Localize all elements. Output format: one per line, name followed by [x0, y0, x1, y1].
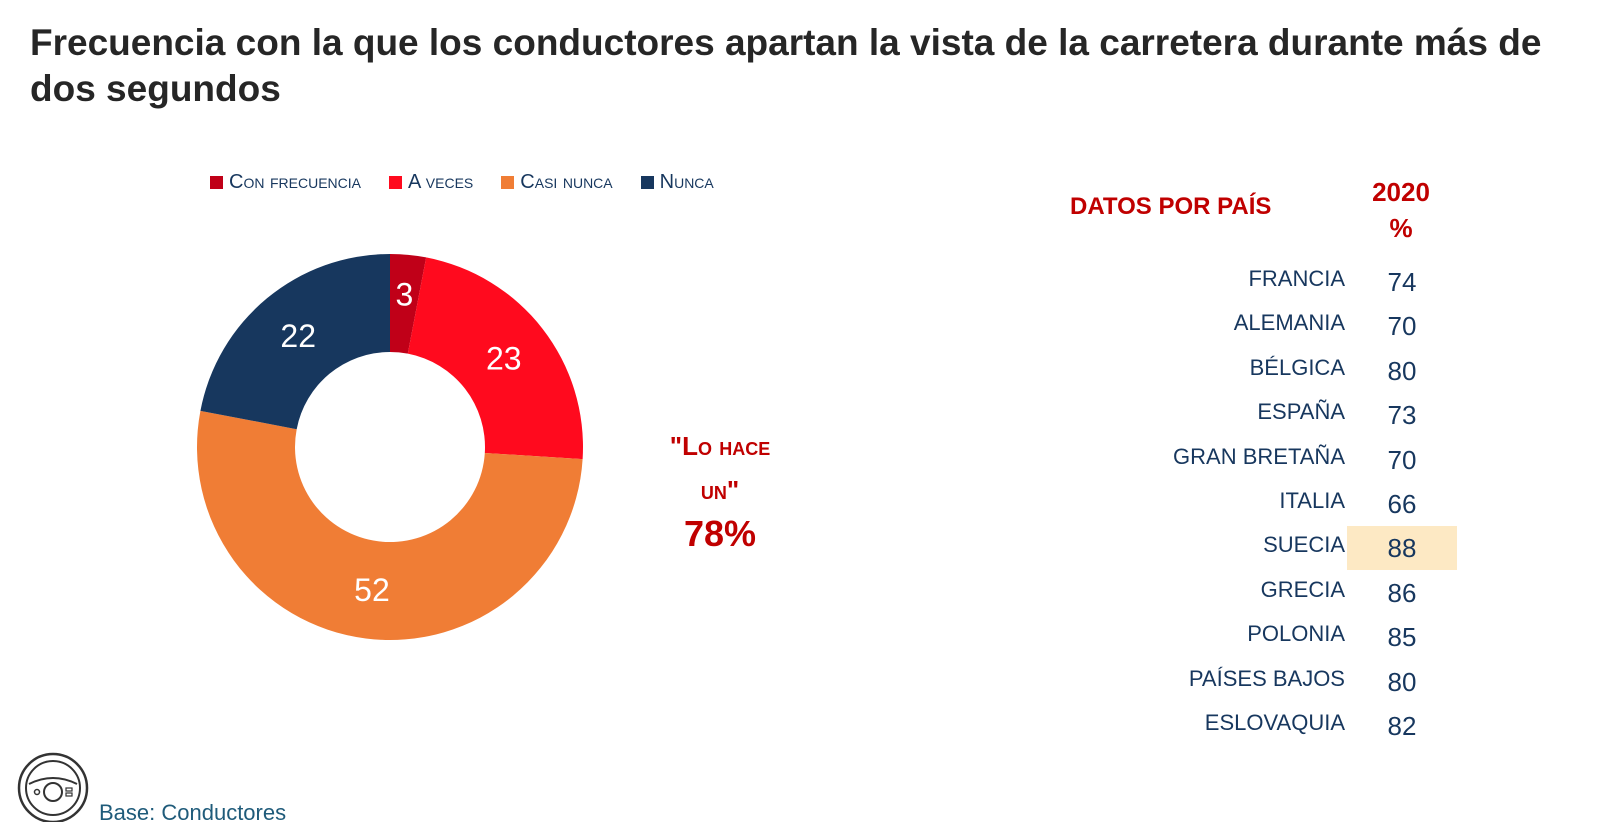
table-title: DATOS POR PAÍS — [1070, 193, 1272, 220]
country-value: 70 — [1387, 444, 1417, 475]
country-value: 85 — [1387, 622, 1417, 653]
country-name: ALEMANIA — [1233, 310, 1345, 336]
country-name: ESLOVAQUIA — [1204, 710, 1345, 735]
legend-label: Nunca — [659, 171, 714, 193]
data-label: 3 — [396, 277, 414, 313]
legend-item: Nunca — [640, 171, 714, 194]
country-name: ITALIA — [1279, 488, 1345, 513]
chart-title: Frecuencia con la que los conductores ap… — [30, 22, 1542, 109]
footer: Base: Conductores — [15, 750, 286, 822]
table-row: GRAN BRETAÑA 70 — [1100, 436, 1460, 480]
table-row: POLONIA 85 — [1100, 613, 1460, 657]
donut-slice — [390, 254, 427, 354]
donut-slice — [407, 257, 583, 460]
table-row: FRANCIA 74 — [1100, 258, 1460, 302]
country-value: 80 — [1387, 666, 1417, 697]
country-value: 82 — [1387, 711, 1417, 741]
data-label: 52 — [354, 572, 390, 608]
country-name: BÉLGICA — [1249, 354, 1345, 380]
country-name: ESPAÑA — [1257, 399, 1345, 425]
country-value: 86 — [1387, 577, 1417, 608]
legend: Con frecuencia A veces Casi nunca Nunca — [210, 171, 714, 194]
callout-line1: "Lo hace — [669, 431, 771, 461]
country-name: PAÍSES BAJOS — [1188, 665, 1345, 691]
table-row: ESPAÑA 73 — [1100, 391, 1460, 435]
country-value: 88 — [1347, 526, 1457, 571]
table-row: ALEMANIA 70 — [1100, 302, 1460, 346]
table-column-header: 2020 % — [1351, 174, 1451, 246]
legend-label: Con frecuencia — [229, 171, 362, 193]
legend-label: Casi nunca — [520, 171, 613, 193]
table-row: PAÍSES BAJOS 80 — [1100, 658, 1460, 702]
legend-swatch — [389, 176, 403, 189]
table-row: ITALIA 66 — [1100, 480, 1460, 524]
unit-header: % — [1389, 213, 1413, 243]
country-value: 80 — [1387, 355, 1417, 386]
legend-swatch — [640, 176, 654, 189]
callout: "Lo hace un" 78% — [620, 424, 820, 556]
callout-percent: 78% — [683, 513, 757, 554]
legend-item: A veces — [389, 171, 473, 194]
table-row: SUECIA 88 — [1100, 524, 1460, 571]
year-header: 2020 — [1372, 177, 1430, 207]
legend-swatch — [501, 176, 515, 189]
legend-item: Casi nunca — [501, 171, 613, 194]
donut-slice — [196, 410, 583, 641]
table-row: BÉLGICA 80 — [1100, 347, 1460, 391]
legend-label: A veces — [408, 171, 474, 193]
country-value: 70 — [1387, 311, 1417, 342]
country-name: GRAN BRETAÑA — [1173, 443, 1345, 469]
data-label: 23 — [486, 341, 522, 377]
country-value: 73 — [1387, 400, 1417, 431]
callout-line2: un" — [700, 475, 740, 505]
donut-chart: 3 23 52 22 — [196, 254, 583, 641]
legend-item: Con frecuencia — [210, 171, 361, 194]
country-name: GRECIA — [1260, 576, 1345, 602]
country-value: 66 — [1387, 489, 1417, 519]
donut-slice — [200, 254, 390, 430]
legend-swatch — [210, 176, 223, 189]
country-name: SUECIA — [1263, 532, 1345, 558]
country-name: FRANCIA — [1248, 266, 1345, 291]
table-row: ESLOVAQUIA 82 — [1100, 702, 1460, 746]
base-note: Base: Conductores — [99, 800, 287, 822]
data-label: 22 — [280, 318, 316, 354]
steering-wheel-icon — [17, 752, 89, 822]
country-value: 74 — [1387, 267, 1417, 297]
country-name: POLONIA — [1247, 621, 1345, 647]
table-row: GRECIA 86 — [1100, 569, 1460, 613]
